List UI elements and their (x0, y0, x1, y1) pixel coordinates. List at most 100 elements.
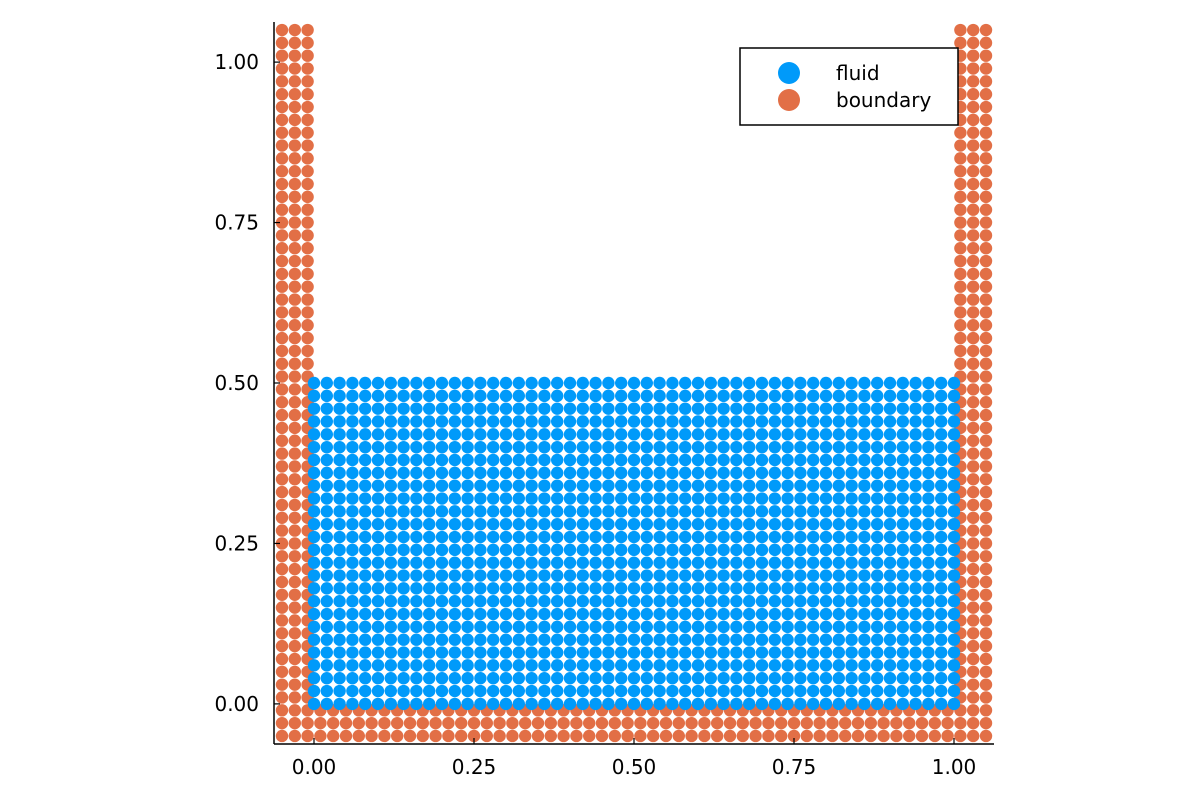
fluid-point (794, 376, 807, 390)
boundary-point (275, 691, 289, 704)
fluid-point (755, 492, 769, 505)
fluid-point (909, 659, 922, 672)
fluid-point (845, 389, 858, 403)
fluid-point (499, 492, 513, 505)
fluid-point (576, 376, 589, 390)
fluid-point (794, 466, 807, 480)
fluid-point (858, 620, 871, 634)
fluid-point (435, 505, 449, 518)
fluid-point (691, 672, 705, 685)
fluid-point (435, 672, 449, 685)
fluid-point (679, 582, 692, 595)
fluid-point (691, 595, 705, 608)
fluid-point (909, 582, 922, 595)
boundary-point (864, 729, 877, 743)
fluid-point (333, 479, 346, 492)
fluid-point (589, 697, 602, 711)
fluid-point (474, 530, 487, 544)
fluid-point (448, 479, 461, 492)
boundary-point (647, 716, 660, 730)
fluid-point (755, 389, 769, 403)
fluid-point (397, 376, 410, 390)
fluid-point (679, 428, 692, 441)
boundary-point (762, 729, 775, 743)
fluid-point (640, 556, 653, 569)
fluid-point (922, 517, 935, 531)
fluid-point (589, 415, 602, 428)
boundary-point (967, 562, 980, 576)
boundary-point (711, 716, 724, 730)
fluid-point (743, 646, 756, 659)
fluid-point (935, 556, 948, 569)
fluid-point (627, 684, 641, 698)
fluid-point (883, 466, 897, 480)
fluid-point (512, 466, 525, 480)
boundary-point (288, 473, 301, 486)
boundary-point (967, 575, 980, 589)
fluid-point (307, 517, 321, 531)
boundary-point (467, 729, 481, 743)
boundary-point (979, 62, 993, 75)
fluid-point (512, 646, 525, 659)
fluid-point (423, 543, 436, 557)
fluid-point (922, 595, 935, 608)
fluid-point (691, 543, 705, 557)
fluid-point (384, 466, 397, 480)
fluid-point (333, 582, 346, 595)
fluid-point (602, 595, 615, 608)
boundary-point (979, 575, 993, 589)
fluid-point (666, 428, 679, 441)
fluid-point (666, 402, 679, 415)
fluid-point (935, 659, 948, 672)
fluid-point (397, 607, 410, 621)
boundary-point (275, 473, 289, 486)
fluid-point (781, 517, 794, 531)
fluid-point (755, 453, 769, 467)
fluid-point (371, 620, 385, 634)
fluid-point (896, 659, 909, 672)
fluid-point (487, 672, 500, 685)
fluid-point (563, 402, 577, 415)
boundary-point (275, 126, 289, 139)
fluid-point (807, 453, 820, 467)
boundary-point (301, 254, 314, 268)
boundary-point (275, 421, 289, 435)
fluid-point (871, 620, 884, 634)
boundary-point (493, 716, 506, 730)
fluid-point (909, 428, 922, 441)
fluid-point (525, 646, 538, 659)
fluid-point (525, 376, 538, 390)
fluid-point (768, 440, 781, 454)
fluid-point (320, 466, 333, 480)
fluid-point (717, 517, 730, 531)
boundary-point (288, 691, 301, 704)
fluid-point (448, 389, 461, 403)
boundary-point (775, 729, 788, 743)
boundary-point (967, 306, 980, 319)
fluid-point (538, 389, 551, 403)
fluid-point (499, 440, 513, 454)
fluid-point (768, 415, 781, 428)
boundary-point (800, 716, 813, 730)
fluid-point (909, 492, 922, 505)
fluid-point (883, 672, 897, 685)
fluid-point (627, 569, 641, 582)
fluid-point (461, 620, 474, 634)
boundary-point (288, 460, 301, 473)
legend-label-fluid: fluid (836, 61, 880, 85)
fluid-point (346, 530, 359, 544)
fluid-point (768, 453, 781, 467)
fluid-point (653, 428, 666, 441)
boundary-point (275, 62, 289, 75)
fluid-point (832, 620, 845, 634)
boundary-point (979, 126, 993, 139)
fluid-point (487, 517, 500, 531)
fluid-point (653, 582, 666, 595)
fluid-point (333, 556, 346, 569)
boundary-point (301, 177, 314, 191)
boundary-point (672, 729, 685, 743)
fluid-point (640, 505, 653, 518)
fluid-point (858, 466, 871, 480)
boundary-point (275, 190, 289, 204)
fluid-point (679, 684, 692, 698)
